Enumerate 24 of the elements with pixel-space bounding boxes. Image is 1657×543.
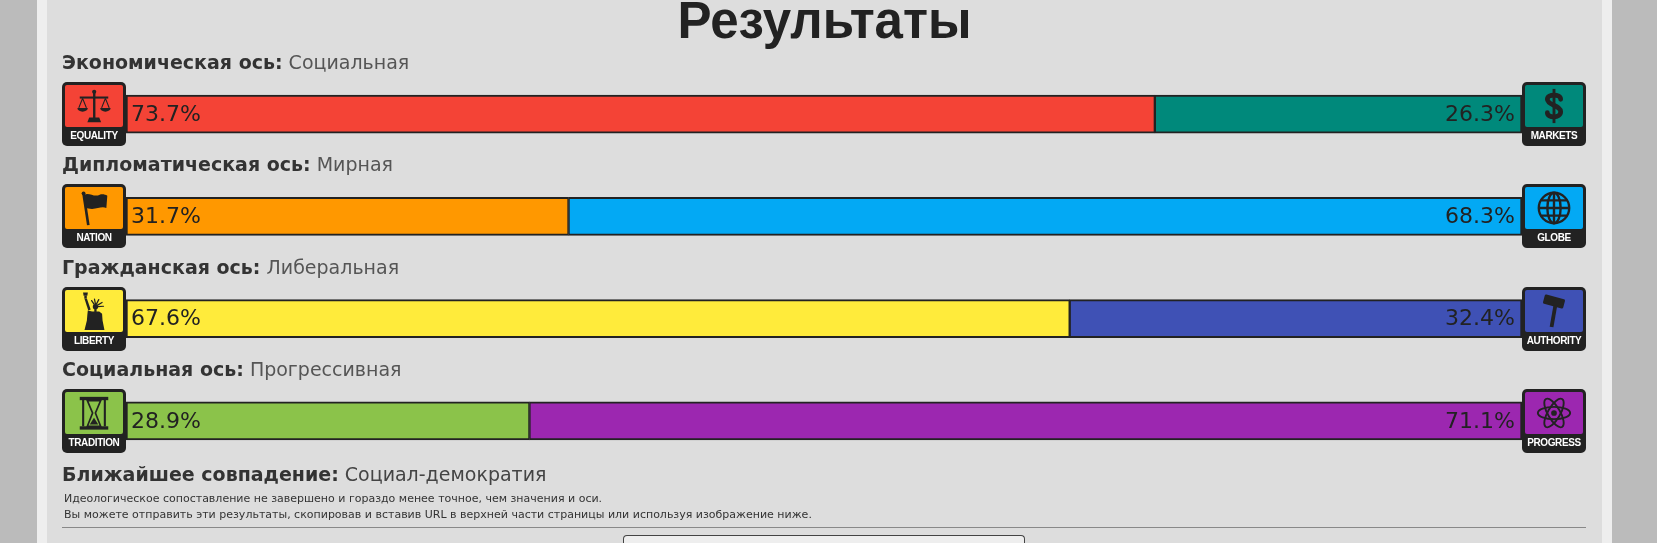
- badge: PROGRESS: [1522, 388, 1586, 453]
- badge: MARKETS: [1522, 82, 1586, 147]
- badge: NATION: [62, 184, 126, 249]
- badge: EQUALITY: [62, 82, 126, 147]
- y-tick-label: Гражданская ось: Либеральная: [62, 255, 400, 278]
- data-label: 26.3%: [1445, 100, 1515, 126]
- y-tick-label: Социальная ось: Прогрессивная: [62, 357, 402, 380]
- text: Идеологическое сопоставление не завершено и гораздо менее точное, чем значения и оси.: [64, 491, 604, 507]
- badge: TRADITION: [62, 388, 126, 453]
- data-label: 67.6%: [131, 305, 201, 331]
- badge: LIBERTY: [62, 286, 126, 351]
- badge: AUTHORITY: [1522, 286, 1586, 351]
- y-tick-label: Экономическая ось: Социальная: [62, 51, 410, 74]
- text: Ближайшее совпадение: Социал-демократия: [62, 462, 548, 487]
- data-label: 71.1%: [1445, 407, 1515, 433]
- data-label: 68.3%: [1445, 203, 1515, 229]
- badge: GLOBE: [1522, 184, 1586, 249]
- data-label: 32.4%: [1445, 305, 1515, 331]
- chart-title: Результаты: [676, 0, 973, 51]
- data-label: 28.9%: [131, 407, 201, 433]
- data-label: 31.7%: [131, 203, 201, 229]
- data-label: 73.7%: [131, 100, 201, 126]
- text: Вы можете отправить эти результаты, скопировав и вставив URL в верхней части страницы или используя изображение ниже.: [64, 507, 812, 523]
- y-tick-label: Дипломатическая ось: Мирная: [62, 153, 393, 176]
